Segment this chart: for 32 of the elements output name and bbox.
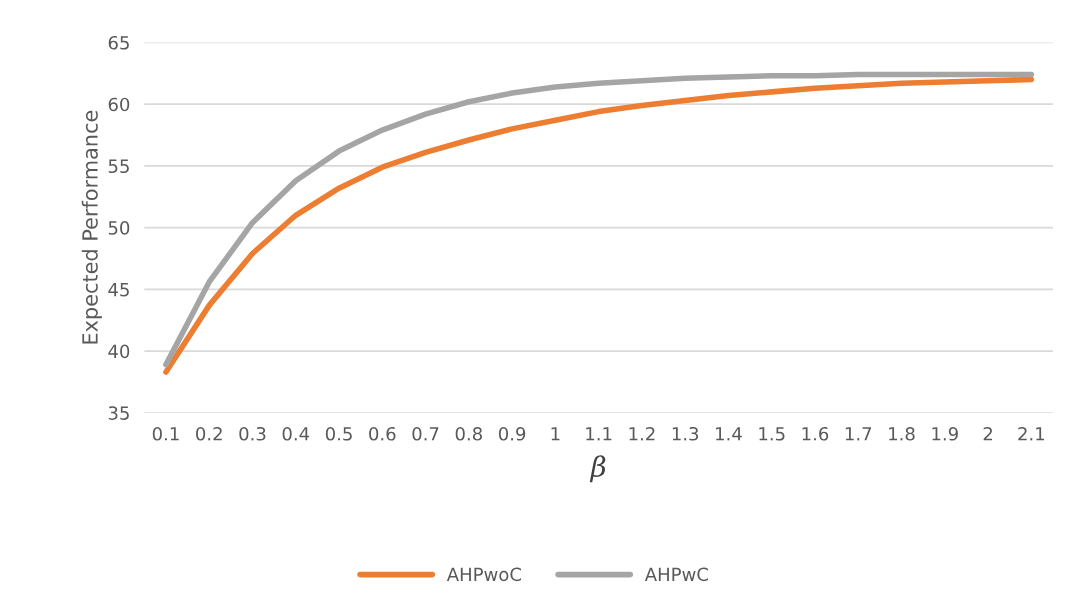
x-tick-label: 0.7 xyxy=(412,426,439,441)
x-tick-label: 1.8 xyxy=(889,426,915,441)
y-axis-title: Expected Performance xyxy=(81,110,102,344)
legend-label: AHPwC xyxy=(644,567,708,582)
y-tick-label: 55 xyxy=(108,159,129,174)
x-tick-label: 0.9 xyxy=(498,426,526,441)
x-tick-label: 0.4 xyxy=(282,426,310,441)
x-tick-label: 0.2 xyxy=(196,426,222,441)
x-tick-label: 1.4 xyxy=(716,427,742,441)
x-tick-label: 1.3 xyxy=(672,426,699,441)
legend-label: AHPwoC xyxy=(446,567,521,582)
y-tick-label: 35 xyxy=(108,406,129,420)
x-tick-label: 0.6 xyxy=(369,426,396,441)
x-tick-label: 1 xyxy=(551,427,560,441)
x-tick-label: 0.5 xyxy=(325,426,352,441)
x-tick-label: 1.6 xyxy=(802,426,829,441)
x-tick-label: 1.2 xyxy=(629,426,655,441)
y-tick-label: 40 xyxy=(108,344,130,359)
x-axis-title: β xyxy=(589,455,606,483)
x-tick-label: 0.1 xyxy=(152,426,179,441)
x-tick-label: 1.7 xyxy=(845,427,872,441)
x-tick-label: 1.1 xyxy=(586,427,612,441)
y-tick-label: 65 xyxy=(108,35,129,50)
x-tick-label: 2.1 xyxy=(1018,426,1045,441)
x-tick-label: 0.3 xyxy=(239,426,266,441)
x-tick-label: 2 xyxy=(983,426,992,441)
x-tick-label: 1.9 xyxy=(932,426,958,441)
y-tick-label: 45 xyxy=(108,283,129,297)
y-tick-label: 60 xyxy=(108,97,130,112)
x-tick-label: 1.5 xyxy=(759,427,785,441)
y-tick-label: 50 xyxy=(108,221,130,235)
x-tick-label: 0.8 xyxy=(455,426,482,441)
